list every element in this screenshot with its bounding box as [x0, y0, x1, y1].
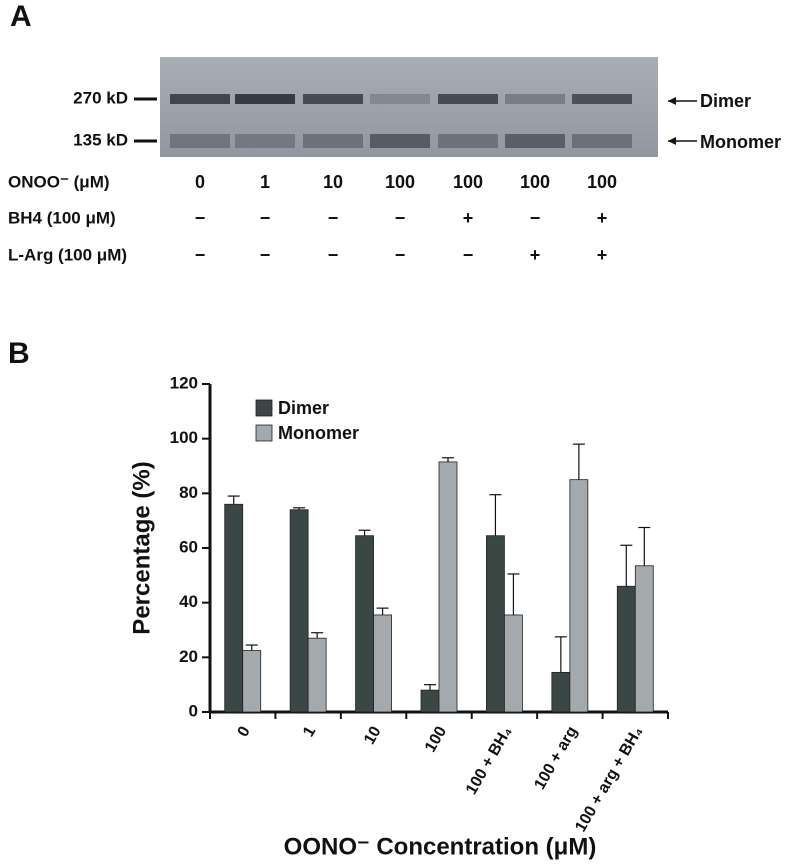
row-value: 10	[323, 172, 343, 192]
x-tick-label: 100 + arg + BH₄	[572, 724, 646, 835]
gel-band	[572, 134, 632, 148]
y-tick-label: 20	[179, 647, 198, 666]
marker-label: 135 kD	[73, 130, 128, 149]
bar	[616, 585, 636, 713]
band-label: Monomer	[700, 132, 781, 152]
gel-band	[170, 134, 230, 148]
bar	[504, 614, 523, 713]
bar	[420, 689, 440, 713]
gel-band	[505, 94, 565, 104]
x-axis-label: OONO⁻ Concentration (μM)	[284, 833, 597, 860]
row-value: 1	[260, 172, 270, 192]
x-tick-label: 10	[361, 724, 385, 748]
gel-band	[303, 134, 363, 148]
bar	[438, 461, 458, 713]
bar	[551, 671, 571, 713]
row-value: +	[597, 245, 608, 265]
row-value: +	[463, 208, 474, 228]
row-value: +	[597, 208, 608, 228]
panel-label: B	[8, 337, 30, 370]
bar	[355, 535, 374, 713]
x-tick-label: 100 + arg	[531, 724, 581, 793]
row-value: −	[530, 208, 541, 228]
gel-band	[370, 134, 430, 148]
bar	[224, 503, 244, 713]
gel-band	[303, 94, 363, 104]
row-value: −	[260, 208, 271, 228]
row-value: 0	[195, 172, 205, 192]
bar	[289, 509, 309, 713]
row-value: −	[395, 245, 406, 265]
y-tick-label: 120	[170, 373, 198, 392]
gel-band	[235, 94, 295, 104]
marker-label: 270 kD	[73, 88, 128, 107]
bar	[307, 637, 327, 713]
row-value: 100	[520, 172, 550, 192]
row-value: +	[530, 245, 541, 265]
row-value: 100	[587, 172, 617, 192]
row-label: L-Arg (100 μM)	[8, 245, 127, 264]
legend-swatch	[255, 399, 273, 417]
row-value: −	[463, 245, 474, 265]
panel-label: A	[10, 0, 32, 33]
gel-band	[170, 94, 230, 104]
legend-label: Dimer	[278, 398, 329, 418]
y-tick-label: 100	[170, 428, 198, 447]
row-value: 100	[385, 172, 415, 192]
gel-band	[235, 134, 295, 148]
row-value: −	[395, 208, 406, 228]
row-label: ONOO⁻ (μM)	[8, 172, 110, 191]
x-tick-label: 100 + BH₄	[463, 724, 516, 798]
bar	[569, 479, 589, 713]
x-tick-label: 0	[235, 724, 254, 740]
row-value: −	[260, 245, 271, 265]
y-axis-label: Percentage (%)	[128, 461, 155, 634]
gel-image	[160, 57, 658, 157]
row-label: BH4 (100 μM)	[8, 208, 116, 227]
gel-band	[572, 94, 632, 104]
legend-label: Monomer	[278, 423, 359, 443]
legend-swatch	[255, 424, 273, 442]
gel-band	[505, 134, 565, 148]
y-tick-label: 80	[179, 483, 198, 502]
bar	[373, 614, 392, 713]
y-tick-label: 40	[179, 592, 198, 611]
gel-band	[370, 94, 430, 104]
y-tick-label: 0	[189, 701, 198, 720]
x-tick-label: 100	[422, 724, 450, 756]
row-value: −	[328, 208, 339, 228]
x-tick-label: 1	[300, 724, 319, 740]
y-tick-label: 60	[179, 537, 198, 556]
bar	[242, 650, 262, 713]
gel-band	[438, 134, 498, 148]
row-value: −	[195, 245, 206, 265]
row-value: −	[195, 208, 206, 228]
bar	[486, 535, 505, 713]
row-value: −	[328, 245, 339, 265]
gel-band	[438, 94, 498, 104]
band-label: Dimer	[700, 91, 751, 111]
bar	[634, 565, 654, 713]
row-value: 100	[453, 172, 483, 192]
